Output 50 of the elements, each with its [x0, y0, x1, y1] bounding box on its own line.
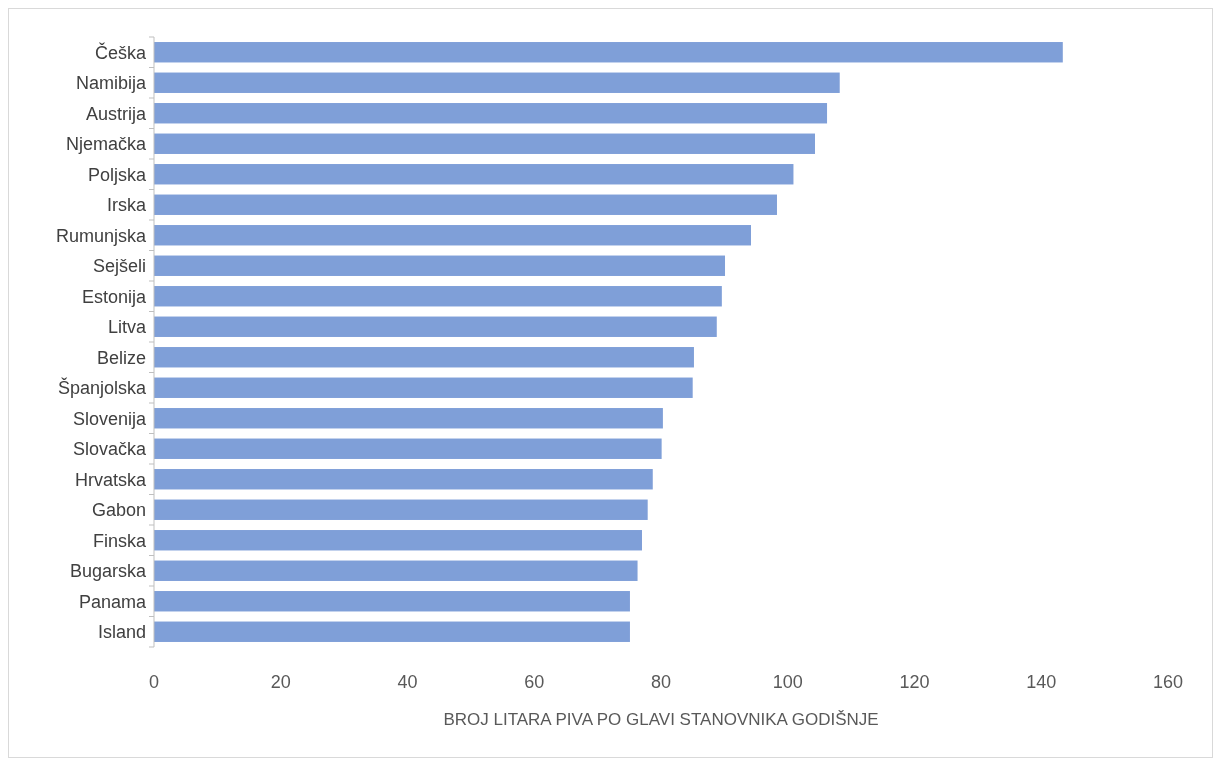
bar [154, 377, 693, 398]
x-tick-label: 140 [1026, 672, 1057, 692]
y-tick-label: Poljska [87, 164, 147, 185]
bar [154, 530, 642, 551]
y-tick-label: Slovenija [72, 408, 147, 429]
y-tick-label: Češka [94, 41, 147, 63]
x-tick-label: 160 [1152, 672, 1184, 692]
bar [154, 591, 630, 612]
x-tick-label: 60 [524, 672, 545, 692]
x-tick-label: 100 [772, 672, 803, 692]
bar [154, 621, 630, 642]
bar [154, 164, 794, 185]
bar [154, 225, 751, 246]
y-tick-label: Panama [78, 591, 147, 612]
bar [154, 438, 662, 459]
bar [154, 72, 840, 93]
y-tick-label: Belize [96, 347, 146, 368]
y-tick-label: Sejšeli [92, 256, 146, 277]
bar [154, 42, 1063, 63]
x-tick-label: 40 [397, 672, 418, 692]
y-tick-label: Austrija [85, 103, 147, 124]
y-tick-label: Estonija [81, 286, 147, 307]
bar [154, 499, 648, 520]
bar [154, 469, 653, 490]
y-tick-label: Litva [107, 317, 147, 338]
y-tick-label: Finska [92, 530, 147, 551]
bar [154, 316, 717, 337]
bar [154, 255, 726, 276]
bar [154, 194, 777, 215]
y-tick-label: Gabon [91, 500, 146, 521]
y-tick-label: Slovačka [72, 439, 147, 460]
y-tick-label: Island [97, 622, 146, 643]
x-tick-label: 20 [270, 672, 291, 692]
x-tick-label: 120 [899, 672, 930, 692]
y-tick-label: Irska [106, 195, 147, 216]
y-tick-label: Bugarska [69, 561, 147, 582]
bar [154, 286, 722, 307]
y-tick-label: Namibija [75, 73, 147, 94]
bar [154, 347, 694, 368]
y-tick-label: Španjolska [57, 377, 147, 399]
bar [154, 560, 638, 581]
bar [154, 103, 828, 124]
x-tick-label: 0 [148, 672, 160, 692]
x-axis-title: BROJ LITARA PIVA PO GLAVI STANOVNIKA GODIŠNJE [443, 710, 879, 729]
bar [154, 133, 815, 154]
x-tick-label: 80 [650, 672, 672, 692]
y-tick-label: Hrvatska [74, 469, 147, 490]
y-tick-label: Rumunjska [55, 225, 147, 246]
bar [154, 408, 663, 429]
y-tick-label: Njemačka [65, 134, 147, 155]
